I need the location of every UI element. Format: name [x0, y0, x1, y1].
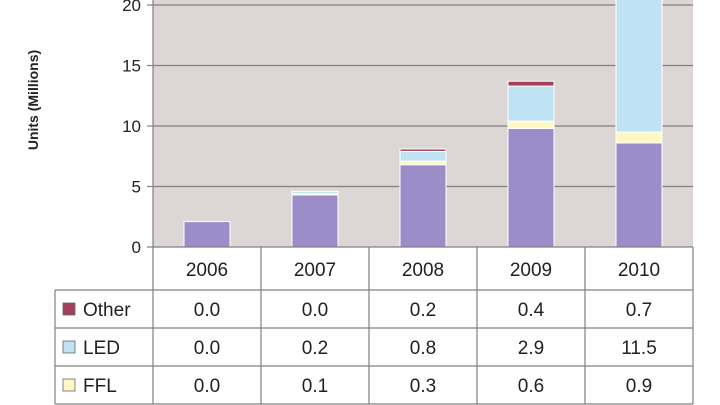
- table-cell: 0.7: [626, 300, 652, 321]
- y-tick-label: 20: [122, 0, 141, 15]
- bar-segment-other-2008: [399, 148, 447, 152]
- legend-label: FFL: [83, 376, 117, 397]
- table-cell: 0.8: [410, 338, 436, 359]
- bar-segment-base-2009: [507, 127, 555, 248]
- bar-segment-ffl-2009: [507, 120, 555, 129]
- table-cell: 0.2: [410, 300, 436, 321]
- gridlines: [153, 4, 693, 188]
- legend-swatch-led: [62, 340, 76, 354]
- x-tick-label: 2008: [402, 260, 444, 281]
- bar-segment-ffl-2010: [615, 131, 663, 144]
- y-tick-label: 0: [132, 238, 141, 257]
- data-table: 2006 2007 2008 2009 2010 Other 0.0 0.0 0.2 0.4 0.7…: [54, 247, 694, 405]
- x-tick-label: 2006: [186, 260, 228, 281]
- y-axis: 0 5 10 15 20: [122, 0, 693, 257]
- table-cell: 0.0: [194, 338, 220, 359]
- bar-segment-other-2009: [507, 80, 555, 87]
- y-tick-label: 15: [122, 57, 141, 76]
- table-cell: 0.2: [302, 338, 328, 359]
- legend-swatch-other: [62, 302, 76, 316]
- bar-segment-base-2007: [291, 194, 339, 248]
- legend-swatch-ffl: [62, 378, 76, 392]
- bar-segment-led-2010: [615, 0, 663, 133]
- table-cell: 0.0: [194, 376, 220, 397]
- x-tick-label: 2009: [510, 260, 552, 281]
- table-cell: 0.0: [194, 300, 220, 321]
- y-axis-label: Units (Millions): [25, 50, 41, 150]
- table-cell: 0.3: [410, 376, 436, 397]
- bar-segment-led-2007: [291, 190, 339, 195]
- table-cell: 11.5: [621, 338, 657, 359]
- table-cell: 0.1: [302, 376, 328, 397]
- table-cell: 0.4: [518, 300, 545, 321]
- bar-segment-led-2009: [507, 85, 555, 122]
- table-cell: 2.9: [518, 338, 544, 359]
- bar-segment-base-2006: [183, 221, 231, 248]
- bar-segment-base-2008: [399, 164, 447, 248]
- bar-segment-ffl-2008: [399, 160, 447, 166]
- bars: [183, 0, 663, 248]
- x-tick-label: 2007: [294, 260, 336, 281]
- legend-label: LED: [83, 338, 120, 359]
- y-tick-label: 5: [132, 178, 141, 197]
- table-cell: 0.6: [518, 376, 544, 397]
- legend-label: Other: [83, 300, 131, 321]
- x-tick-label: 2010: [618, 260, 660, 281]
- bar-segment-base-2010: [615, 142, 663, 248]
- y-tick-label: 10: [122, 117, 141, 136]
- table-cell: 0.0: [302, 300, 328, 321]
- table-cell: 0.9: [626, 376, 652, 397]
- bar-segment-led-2008: [399, 150, 447, 162]
